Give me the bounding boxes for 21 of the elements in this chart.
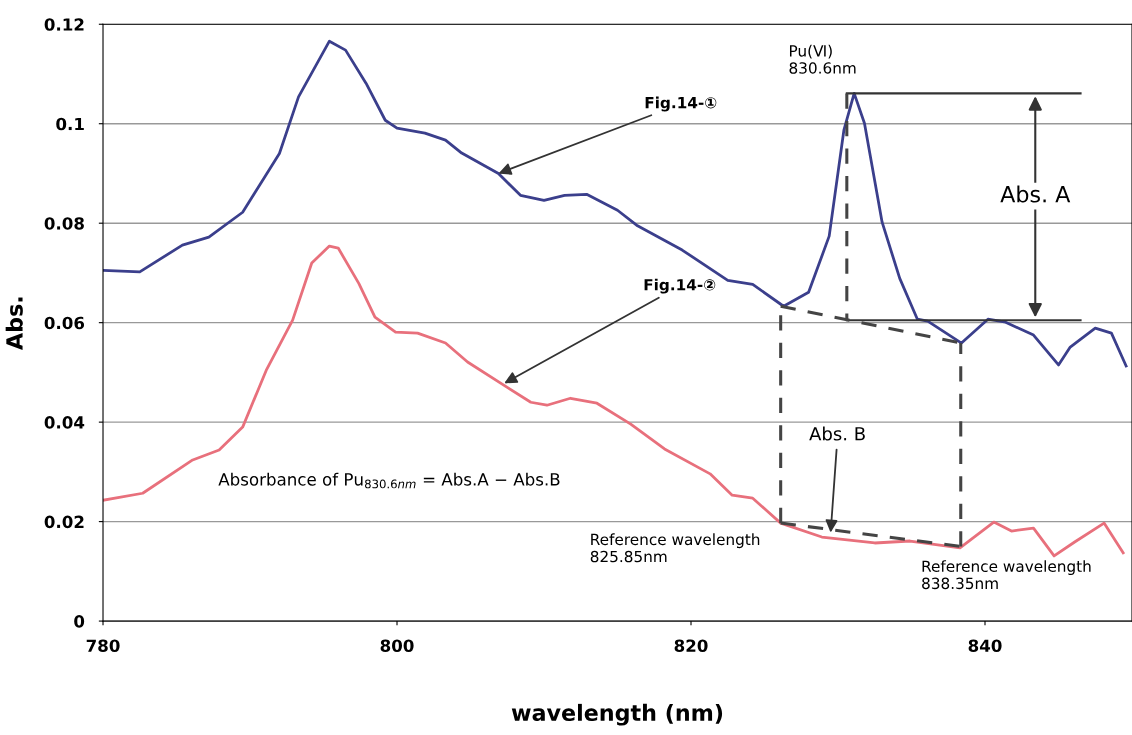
x-tick-label: 780 bbox=[86, 639, 120, 653]
y-tick-label: 0.06 bbox=[44, 316, 85, 330]
y-tick-label: 0.12 bbox=[44, 18, 84, 31]
annotation: Reference wavelength 825.85nm bbox=[590, 533, 760, 563]
annotation: Reference wavelength 838.35nm bbox=[922, 560, 1091, 590]
y-tick-label: 0.02 bbox=[44, 515, 84, 529]
y-tick-label: 0.1 bbox=[56, 117, 84, 131]
y-tick-label: 0.04 bbox=[44, 416, 85, 429]
x-axis-title: wavelength (nm) bbox=[511, 703, 723, 726]
y-axis-title: Abs. bbox=[5, 297, 23, 350]
y-tick-label: 0.08 bbox=[44, 217, 84, 230]
x-tick-label: 840 bbox=[968, 639, 1002, 653]
x-tick-label: 820 bbox=[674, 639, 708, 653]
annotation: Abs. A bbox=[1000, 185, 1071, 203]
annotation: Absorbance of Pu$_{830.6nm}$ = Abs.A − Abs.B bbox=[218, 472, 560, 489]
annotation: Fig.14-② bbox=[644, 278, 716, 294]
x-tick-label: 800 bbox=[380, 639, 414, 653]
annotation: Pu(Ⅵ) 830.6nm bbox=[789, 44, 856, 74]
annotation: Abs. B bbox=[809, 426, 865, 441]
y-tick-label: 0 bbox=[74, 615, 85, 628]
annotation: Fig.14-① bbox=[645, 96, 717, 112]
